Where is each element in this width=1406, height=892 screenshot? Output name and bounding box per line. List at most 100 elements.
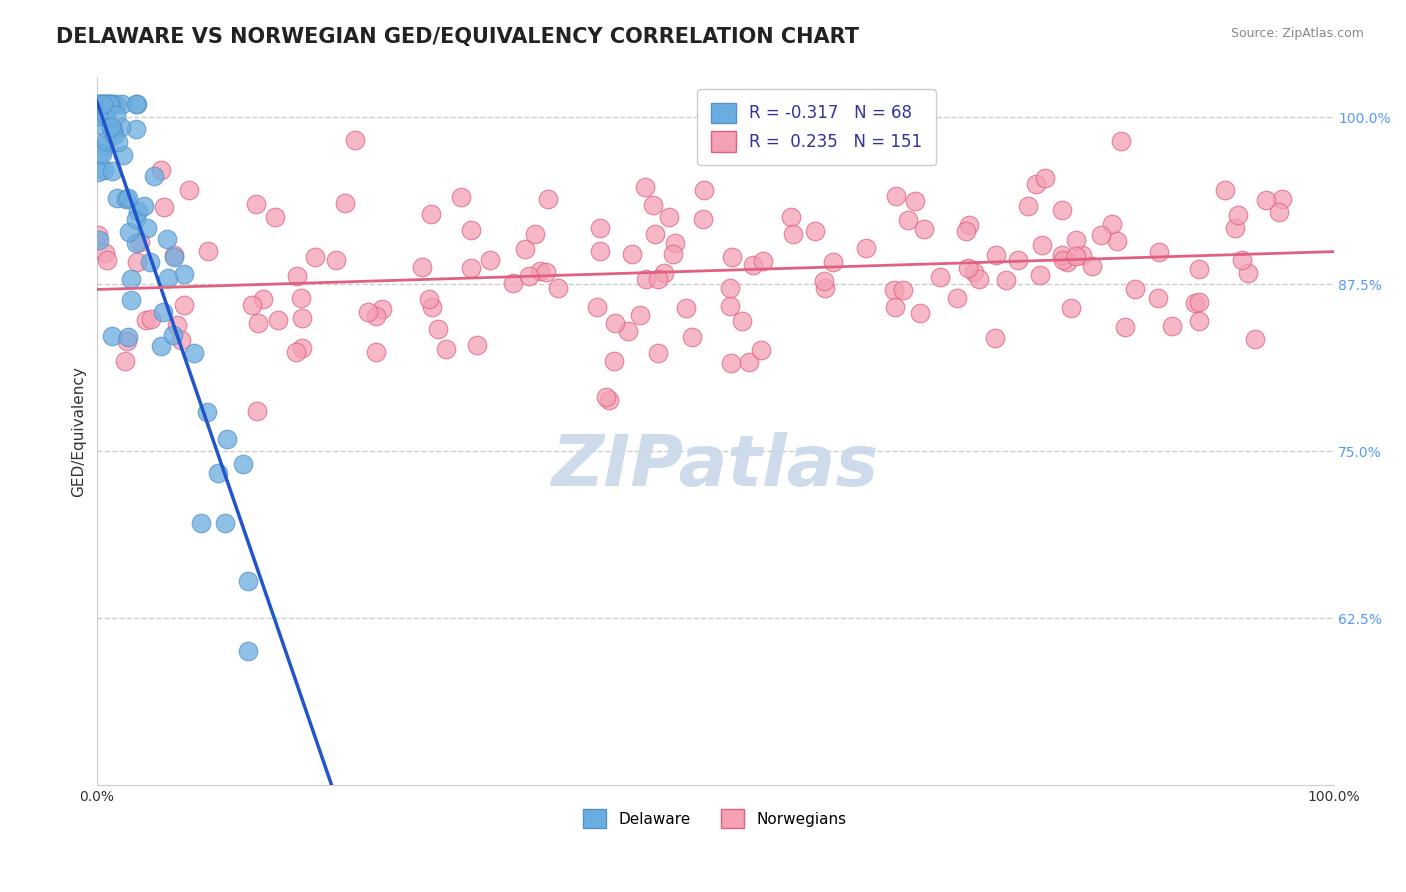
Point	[285, 268, 308, 283]
Point	[588, 244, 610, 258]
Point	[1064, 233, 1087, 247]
Point	[603, 316, 626, 330]
Point	[804, 224, 827, 238]
Point	[675, 301, 697, 315]
Point	[115, 192, 138, 206]
Point	[169, 334, 191, 348]
Point	[662, 246, 685, 260]
Point	[1188, 314, 1211, 328]
Point	[420, 300, 443, 314]
Point	[100, 97, 122, 112]
Point	[897, 212, 920, 227]
Point	[124, 212, 146, 227]
Point	[779, 211, 801, 225]
Point	[125, 122, 148, 136]
Point	[1271, 192, 1294, 206]
Point	[120, 293, 142, 308]
Point	[166, 318, 188, 333]
Point	[1056, 254, 1078, 268]
Point	[1031, 238, 1053, 252]
Point	[190, 516, 212, 530]
Point	[720, 299, 742, 313]
Point	[652, 266, 675, 280]
Point	[908, 306, 931, 320]
Point	[96, 97, 118, 112]
Point	[163, 248, 186, 262]
Point	[94, 139, 117, 153]
Point	[139, 254, 162, 268]
Point	[721, 250, 744, 264]
Y-axis label: GED/Equivalency: GED/Equivalency	[72, 366, 86, 497]
Point	[238, 644, 260, 658]
Point	[128, 235, 150, 249]
Point	[855, 241, 877, 255]
Point	[236, 574, 259, 589]
Point	[344, 133, 367, 147]
Point	[94, 108, 117, 122]
Point	[450, 190, 472, 204]
Point	[105, 190, 128, 204]
Point	[718, 281, 741, 295]
Point	[215, 432, 238, 446]
Point	[179, 183, 201, 197]
Point	[884, 301, 907, 315]
Text: DELAWARE VS NORWEGIAN GED/EQUIVALENCY CORRELATION CHART: DELAWARE VS NORWEGIAN GED/EQUIVALENCY CO…	[56, 27, 859, 46]
Point	[411, 260, 433, 274]
Point	[195, 405, 218, 419]
Point	[104, 108, 127, 122]
Point	[643, 197, 665, 211]
Point	[114, 354, 136, 368]
Point	[460, 261, 482, 276]
Point	[246, 404, 269, 418]
Point	[957, 218, 980, 232]
Point	[529, 264, 551, 278]
Point	[91, 146, 114, 161]
Point	[93, 120, 115, 135]
Point	[617, 324, 640, 338]
Point	[370, 302, 392, 317]
Point	[1033, 171, 1056, 186]
Point	[103, 128, 125, 143]
Point	[420, 206, 443, 220]
Point	[984, 331, 1007, 345]
Point	[94, 134, 117, 148]
Point	[142, 169, 165, 183]
Point	[731, 314, 754, 328]
Point	[89, 146, 111, 161]
Point	[1052, 248, 1074, 262]
Point	[523, 227, 546, 241]
Point	[1147, 291, 1170, 305]
Point	[153, 200, 176, 214]
Point	[1188, 295, 1211, 310]
Point	[120, 272, 142, 286]
Point	[738, 355, 761, 369]
Point	[620, 246, 643, 260]
Point	[1081, 260, 1104, 274]
Point	[91, 97, 114, 112]
Point	[1064, 249, 1087, 263]
Point	[1060, 301, 1083, 315]
Point	[214, 516, 236, 531]
Point	[537, 192, 560, 206]
Point	[91, 97, 114, 112]
Point	[891, 284, 914, 298]
Point	[586, 300, 609, 314]
Point	[252, 292, 274, 306]
Point	[94, 245, 117, 260]
Point	[1227, 208, 1250, 222]
Point	[100, 329, 122, 343]
Point	[912, 221, 935, 235]
Point	[1105, 234, 1128, 248]
Point	[644, 227, 666, 242]
Point	[267, 313, 290, 327]
Point	[325, 252, 347, 267]
Point	[460, 223, 482, 237]
Point	[100, 120, 122, 135]
Point	[1101, 218, 1123, 232]
Point	[93, 162, 115, 177]
Point	[418, 293, 440, 307]
Point	[1184, 295, 1206, 310]
Point	[173, 298, 195, 312]
Point	[98, 97, 121, 112]
Point	[304, 251, 326, 265]
